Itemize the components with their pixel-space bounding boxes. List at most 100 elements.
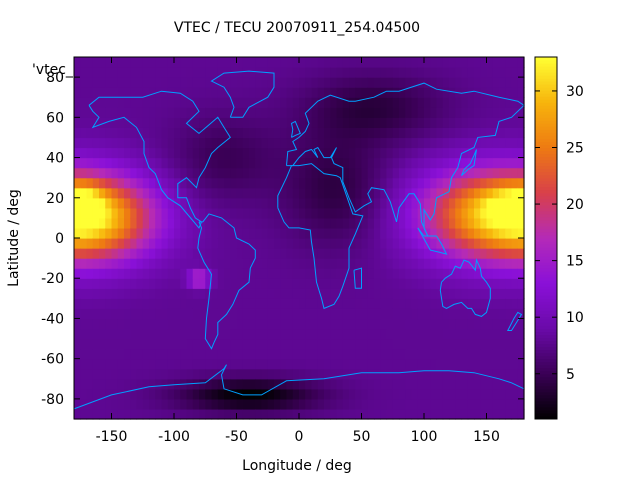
heatmap-cell — [442, 288, 450, 299]
heatmap-cell — [130, 388, 138, 400]
heatmap-cell — [392, 227, 400, 239]
heatmap-cell — [417, 127, 425, 139]
heatmap-cell — [424, 157, 431, 169]
heatmap-cell — [361, 117, 369, 128]
heatmap-cell — [86, 398, 94, 410]
colorbar-swatch — [535, 78, 557, 82]
heatmap-cell — [374, 278, 381, 289]
heatmap-cell — [461, 378, 469, 390]
heatmap-cell — [361, 258, 369, 269]
heatmap-cell — [311, 318, 319, 330]
colorbar-swatch — [535, 379, 557, 384]
heatmap-cell — [161, 348, 169, 360]
heatmap-cell — [199, 87, 206, 98]
heatmap-cell — [192, 227, 200, 239]
heatmap-cell — [292, 348, 300, 360]
heatmap-cell — [417, 268, 425, 279]
heatmap-cell — [430, 87, 438, 98]
heatmap-cell — [74, 278, 81, 289]
heatmap-cell — [474, 117, 481, 128]
heatmap-cell — [442, 97, 450, 108]
heatmap-cell — [367, 227, 375, 239]
heatmap-cell — [361, 328, 369, 340]
heatmap-cell — [411, 57, 419, 68]
heatmap-cell — [242, 318, 250, 330]
heatmap-cell — [399, 117, 406, 128]
heatmap-cell — [155, 107, 163, 118]
heatmap-cell — [361, 288, 369, 299]
heatmap-cell — [167, 238, 175, 249]
heatmap-cell — [430, 147, 438, 159]
heatmap-cell — [86, 177, 94, 189]
heatmap-cell — [411, 288, 419, 299]
heatmap-cell — [249, 157, 256, 169]
colorbar-swatch — [535, 204, 557, 209]
heatmap-cell — [105, 107, 113, 118]
colorbar-swatch — [535, 328, 557, 333]
heatmap-cell — [317, 278, 325, 289]
heatmap-cell — [149, 57, 156, 68]
heatmap-cell — [267, 278, 275, 289]
heatmap-cell — [99, 177, 106, 189]
heatmap-cell — [349, 77, 356, 88]
heatmap-cell — [374, 57, 381, 68]
heatmap-cell — [155, 358, 163, 370]
heatmap-cell — [380, 227, 388, 239]
heatmap-cell — [480, 97, 488, 108]
heatmap-cell — [449, 308, 456, 320]
heatmap-cell — [174, 177, 181, 189]
heatmap-cell — [86, 358, 94, 370]
heatmap-cell — [261, 77, 269, 88]
heatmap-cell — [486, 258, 494, 269]
heatmap-cell — [80, 147, 88, 159]
heatmap-cell — [480, 378, 488, 390]
heatmap-cell — [105, 248, 113, 259]
heatmap-cell — [130, 197, 138, 209]
heatmap-cell — [105, 368, 113, 380]
heatmap-cell — [374, 368, 381, 380]
heatmap-cell — [136, 67, 144, 78]
heatmap-cell — [249, 268, 256, 279]
heatmap-cell — [405, 67, 413, 78]
heatmap-cell — [505, 187, 513, 199]
heatmap-cell — [136, 117, 144, 128]
heatmap-cell — [324, 378, 331, 390]
heatmap-cell — [224, 147, 231, 159]
heatmap-cell — [305, 308, 313, 320]
heatmap-cell — [324, 368, 331, 380]
heatmap-cell — [317, 197, 325, 209]
heatmap-cell — [436, 177, 444, 189]
heatmap-cell — [99, 318, 106, 330]
heatmap-cell — [167, 97, 175, 108]
heatmap-cell — [386, 328, 394, 340]
heatmap-cell — [105, 268, 113, 279]
heatmap-cell — [392, 107, 400, 118]
heatmap-cell — [136, 187, 144, 199]
heatmap-cell — [367, 97, 375, 108]
heatmap-cell — [142, 318, 150, 330]
heatmap-cell — [124, 258, 131, 269]
heatmap-cell — [130, 238, 138, 249]
heatmap-cell — [424, 117, 431, 128]
heatmap-cell — [511, 388, 519, 400]
heatmap-cell — [286, 67, 294, 78]
heatmap-cell — [224, 408, 231, 420]
heatmap-cell — [430, 328, 438, 340]
heatmap-cell — [167, 157, 175, 169]
heatmap-cell — [192, 248, 200, 259]
heatmap-cell — [449, 328, 456, 340]
heatmap-cell — [149, 298, 156, 309]
colorbar-swatch — [535, 340, 557, 345]
heatmap-cell — [180, 77, 188, 88]
heatmap-cell — [274, 117, 281, 128]
heatmap-cell — [486, 328, 494, 340]
heatmap-cell — [367, 338, 375, 350]
heatmap-cell — [361, 398, 369, 410]
heatmap-cell — [442, 117, 450, 128]
heatmap-cell — [317, 358, 325, 370]
heatmap-cell — [430, 398, 438, 410]
heatmap-cell — [430, 368, 438, 380]
heatmap-cell — [261, 238, 269, 249]
heatmap-cell — [292, 248, 300, 259]
heatmap-cell — [274, 408, 281, 420]
